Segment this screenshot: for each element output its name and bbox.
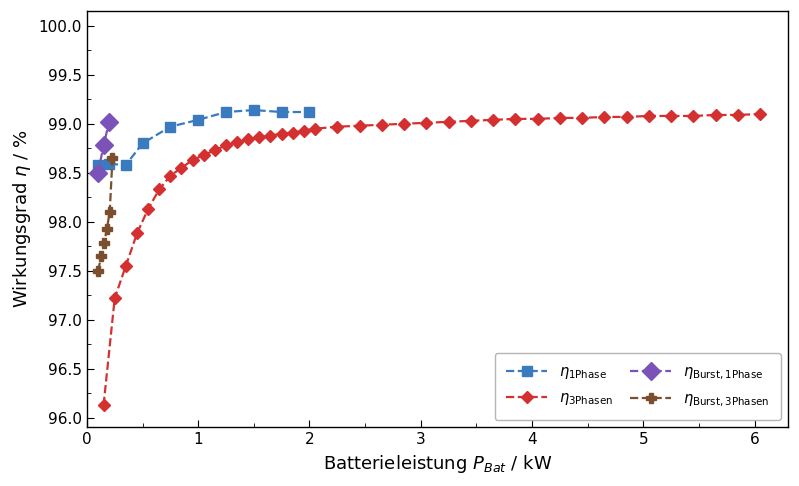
$\eta_{\mathrm{1Phase}}$ bbox=[304, 109, 314, 115]
$\eta_{\mathrm{3Phasen}}$ bbox=[244, 137, 253, 142]
$\eta_{\mathrm{1Phase}}$ bbox=[276, 109, 286, 115]
$\eta_{\mathrm{3Phasen}}$ bbox=[466, 118, 475, 124]
X-axis label: Batterieleistung $\mathit{P}_\mathit{Bat}$ / kW: Batterieleistung $\mathit{P}_\mathit{Bat… bbox=[323, 453, 552, 475]
$\eta_{\mathrm{3Phasen}}$ bbox=[644, 113, 654, 119]
$\eta_{\mathrm{3Phasen}}$ bbox=[143, 206, 153, 212]
Line: $\eta_{\mathrm{Burst,1Phase}}$: $\eta_{\mathrm{Burst,1Phase}}$ bbox=[92, 116, 115, 179]
$\eta_{\mathrm{3Phasen}}$ bbox=[711, 112, 721, 118]
$\eta_{\mathrm{3Phasen}}$ bbox=[443, 119, 453, 125]
$\eta_{\mathrm{3Phasen}}$ bbox=[733, 112, 742, 118]
$\eta_{\mathrm{3Phasen}}$ bbox=[488, 117, 498, 123]
$\eta_{\mathrm{1Phase}}$ bbox=[221, 109, 231, 115]
$\eta_{\mathrm{3Phasen}}$ bbox=[121, 263, 131, 269]
$\eta_{\mathrm{3Phasen}}$ bbox=[132, 230, 141, 236]
$\eta_{\mathrm{3Phasen}}$ bbox=[233, 139, 242, 145]
$\eta_{\mathrm{1Phase}}$ bbox=[193, 117, 203, 123]
$\eta_{\mathrm{3Phasen}}$ bbox=[177, 165, 186, 171]
$\eta_{\mathrm{3Phasen}}$ bbox=[400, 121, 409, 127]
$\eta_{\mathrm{Burst,1Phase}}$ bbox=[105, 119, 114, 125]
$\eta_{\mathrm{3Phasen}}$ bbox=[511, 116, 520, 122]
$\eta_{\mathrm{1Phase}}$ bbox=[165, 124, 175, 130]
$\eta_{\mathrm{3Phasen}}$ bbox=[622, 114, 631, 120]
$\eta_{\mathrm{3Phasen}}$ bbox=[599, 114, 609, 120]
$\eta_{\mathrm{3Phasen}}$ bbox=[689, 113, 698, 119]
Line: $\eta_{\mathrm{Burst,3Phasen}}$: $\eta_{\mathrm{Burst,3Phasen}}$ bbox=[93, 153, 117, 276]
Y-axis label: Wirkungsgrad $\eta$ / %: Wirkungsgrad $\eta$ / % bbox=[11, 130, 33, 309]
$\eta_{\mathrm{3Phasen}}$ bbox=[165, 173, 175, 179]
$\eta_{\mathrm{Burst,3Phasen}}$ bbox=[93, 268, 103, 274]
$\eta_{\mathrm{3Phasen}}$ bbox=[310, 126, 320, 132]
$\eta_{\mathrm{3Phasen}}$ bbox=[255, 135, 264, 140]
$\eta_{\mathrm{3Phasen}}$ bbox=[377, 122, 387, 128]
$\eta_{\mathrm{3Phasen}}$ bbox=[422, 120, 431, 126]
$\eta_{\mathrm{1Phase}}$ bbox=[93, 162, 103, 168]
$\eta_{\mathrm{3Phasen}}$ bbox=[188, 157, 197, 163]
$\eta_{\mathrm{3Phasen}}$ bbox=[221, 142, 231, 148]
Line: $\eta_{\mathrm{1Phase}}$: $\eta_{\mathrm{1Phase}}$ bbox=[93, 105, 314, 170]
$\eta_{\mathrm{1Phase}}$ bbox=[137, 140, 147, 146]
$\eta_{\mathrm{3Phasen}}$ bbox=[755, 111, 765, 117]
$\eta_{\mathrm{Burst,3Phasen}}$ bbox=[97, 253, 106, 259]
$\eta_{\mathrm{3Phasen}}$ bbox=[577, 115, 586, 121]
$\eta_{\mathrm{Burst,1Phase}}$ bbox=[93, 170, 103, 175]
$\eta_{\mathrm{3Phasen}}$ bbox=[276, 131, 286, 137]
Legend: $\eta_{\mathrm{1Phase}}$, $\eta_{\mathrm{3Phasen}}$, $\eta_{\mathrm{Burst,1Phase: $\eta_{\mathrm{1Phase}}$, $\eta_{\mathrm… bbox=[495, 353, 781, 420]
$\eta_{\mathrm{Burst,3Phasen}}$ bbox=[102, 226, 112, 231]
$\eta_{\mathrm{Burst,1Phase}}$ bbox=[99, 142, 109, 148]
$\eta_{\mathrm{3Phasen}}$ bbox=[199, 152, 209, 158]
$\eta_{\mathrm{3Phasen}}$ bbox=[266, 133, 276, 139]
$\eta_{\mathrm{Burst,3Phasen}}$ bbox=[105, 209, 114, 215]
$\eta_{\mathrm{1Phase}}$ bbox=[121, 162, 131, 168]
$\eta_{\mathrm{3Phasen}}$ bbox=[355, 123, 364, 129]
$\eta_{\mathrm{1Phase}}$ bbox=[105, 161, 114, 167]
$\eta_{\mathrm{3Phasen}}$ bbox=[210, 147, 220, 153]
$\eta_{\mathrm{3Phasen}}$ bbox=[110, 295, 120, 301]
Line: $\eta_{\mathrm{3Phasen}}$: $\eta_{\mathrm{3Phasen}}$ bbox=[99, 110, 764, 409]
$\eta_{\mathrm{3Phasen}}$ bbox=[666, 113, 676, 119]
$\eta_{\mathrm{3Phasen}}$ bbox=[533, 116, 543, 122]
$\eta_{\mathrm{Burst,3Phasen}}$ bbox=[108, 155, 117, 161]
$\eta_{\mathrm{3Phasen}}$ bbox=[99, 402, 109, 408]
$\eta_{\mathrm{1Phase}}$ bbox=[249, 107, 259, 113]
$\eta_{\mathrm{3Phasen}}$ bbox=[555, 115, 565, 121]
$\eta_{\mathrm{3Phasen}}$ bbox=[332, 124, 342, 130]
$\eta_{\mathrm{Burst,3Phasen}}$ bbox=[99, 241, 109, 246]
$\eta_{\mathrm{3Phasen}}$ bbox=[154, 187, 164, 192]
$\eta_{\mathrm{3Phasen}}$ bbox=[288, 130, 297, 136]
$\eta_{\mathrm{3Phasen}}$ bbox=[299, 128, 308, 134]
